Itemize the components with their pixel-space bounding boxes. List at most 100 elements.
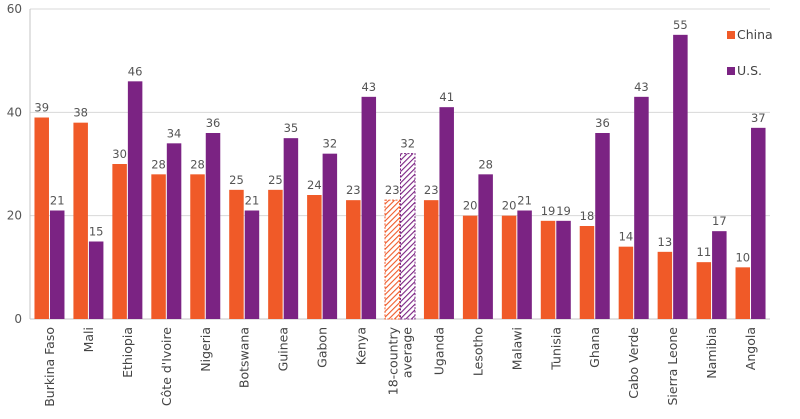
data-label-u-s-uganda: 41 [439,90,454,104]
data-label-china-botswana: 25 [229,173,244,187]
data-label-china-ghana: 18 [580,209,595,223]
data-label-china-namibia: 11 [697,245,712,259]
data-label-u-s-ghana: 36 [595,116,610,130]
data-label-u-s-namibia: 17 [712,214,727,228]
bar-china-18-country-average [384,199,400,320]
data-label-u-s-c-te-d-ivoire: 34 [167,126,182,140]
data-label-u-s-nigeria: 36 [206,116,221,130]
data-label-china-mali: 38 [73,106,88,120]
bar-china-sierra-leone [657,251,673,319]
bar-china-gabon [307,195,322,319]
data-label-china-tunisia: 19 [541,204,556,218]
data-label-china-malawi: 20 [502,199,517,213]
category-label-c-te-d-ivoire: Côte d'Ivoire [159,327,174,406]
category-label-line: Tunisia [548,327,563,371]
category-label-line: Namibia [704,327,719,379]
category-label-line: Uganda [431,327,446,375]
bar-u-s-uganda [439,107,454,320]
category-label-line: Guinea [276,327,291,371]
y-tick-label-60: 60 [7,2,22,16]
data-label-china-guinea: 25 [268,173,283,187]
data-label-u-s-18-country-average: 32 [400,137,415,151]
category-label-line: Malawi [509,327,524,370]
category-label-mali: Mali [81,327,96,352]
bar-u-s-malawi [517,210,532,319]
data-label-china-nigeria: 28 [190,157,205,171]
category-label-lesotho: Lesotho [470,327,485,376]
category-label-line: Gabon [315,327,330,368]
category-label-cabo-verde: Cabo Verde [626,327,641,399]
bars [34,34,766,320]
data-label-u-s-angola: 37 [751,111,766,125]
category-label-nigeria: Nigeria [198,327,213,372]
bar-china-uganda [423,200,439,319]
x-axis-categories: Burkina Faso Mali Ethiopia Côte d'Ivoire Nig… [42,326,758,406]
bar-u-s-ethiopia [127,81,143,319]
data-label-u-s-malawi: 21 [517,194,532,208]
bar-china-tunisia [540,220,556,319]
y-tick-label-20: 20 [7,209,22,223]
bar-china-ethiopia [112,164,127,319]
category-label-line: Angola [743,327,758,370]
category-label-angola: Angola [743,327,758,370]
category-label-line: Sierra Leone [665,327,680,406]
category-label-line: Ethiopia [120,327,135,378]
data-label-u-s-guinea: 35 [284,121,299,135]
category-label-line: Côte d'Ivoire [159,327,174,406]
legend: China U.S. [727,27,773,78]
bar-china-kenya [346,200,361,319]
category-label-line: Burkina Faso [42,327,57,407]
bar-china-nigeria [190,174,205,319]
data-label-u-s-cabo-verde: 43 [634,80,649,94]
data-label-u-s-botswana: 21 [245,194,260,208]
bar-china-angola [735,267,751,319]
category-label-ethiopia: Ethiopia [120,327,135,378]
bar-u-s-c-te-d-ivoire [166,143,182,319]
category-label-burkina-faso: Burkina Faso [42,327,57,407]
data-label-china-cabo-verde: 14 [619,230,634,244]
category-label-sierra-leone: Sierra Leone [665,327,680,406]
data-label-china-c-te-d-ivoire: 28 [151,157,166,171]
category-label-malawi: Malawi [509,327,524,370]
bar-china-guinea [268,189,283,319]
category-label-botswana: Botswana [237,327,252,388]
bar-china-mali [73,122,88,320]
data-label-u-s-tunisia: 19 [556,204,571,218]
bar-china-c-te-d-ivoire [151,174,166,319]
bar-u-s-burkina-faso [49,210,65,319]
bar-china-cabo-verde [618,246,634,319]
bar-u-s-nigeria [205,133,221,319]
category-label-line: 18-country [386,326,401,395]
bar-u-s-cabo-verde [634,96,649,319]
bar-u-s-kenya [361,96,377,319]
legend-swatch-u-s [727,67,735,75]
category-label-ghana: Ghana [587,327,602,368]
bar-u-s-guinea [283,138,299,319]
data-label-u-s-burkina-faso: 21 [50,194,65,208]
category-label-uganda: Uganda [431,327,446,375]
data-label-u-s-mali: 15 [89,225,104,239]
category-label-line: Kenya [354,327,369,365]
data-label-u-s-gabon: 32 [323,137,338,151]
category-label-line: Ghana [587,327,602,368]
data-label-china-uganda: 23 [424,183,439,197]
data-label-china-burkina-faso: 39 [34,101,49,115]
category-label-gabon: Gabon [315,327,330,368]
data-label-u-s-kenya: 43 [361,80,376,94]
legend-swatch-china [727,31,735,39]
data-label-u-s-sierra-leone: 55 [673,18,688,32]
data-labels: 3921381530462834283625212535243223432332… [34,18,765,265]
bar-u-s-gabon [322,153,338,319]
bar-u-s-lesotho [478,174,493,319]
category-label-line: Lesotho [470,327,485,376]
bar-u-s-mali [88,241,104,319]
bar-china-lesotho [462,215,478,319]
bar-u-s-tunisia [556,220,571,319]
data-label-china-18-country-average: 23 [385,183,400,197]
legend-label-china: China [737,27,773,42]
y-tick-label-40: 40 [7,105,22,119]
data-label-china-kenya: 23 [346,183,361,197]
bar-u-s-angola [751,127,766,319]
